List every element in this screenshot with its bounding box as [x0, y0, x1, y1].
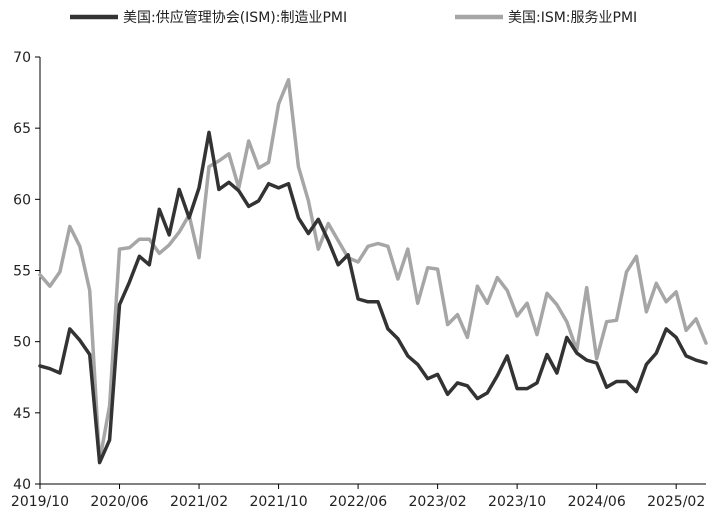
- series-layer: [38, 78, 708, 465]
- x-tick-label: 2022/06: [329, 494, 387, 510]
- x-tick-label: 2021/02: [170, 494, 228, 510]
- legend: 美国:供应管理协会(ISM):制造业PMI 美国:ISM:服务业PMI: [70, 9, 637, 26]
- y-tick-label: 60: [13, 192, 31, 208]
- x-tick-label: 2023/02: [409, 494, 467, 510]
- series-line-services: [38, 78, 708, 463]
- y-tick-label: 40: [13, 477, 31, 493]
- x-tick-label: 2019/10: [11, 494, 69, 510]
- legend-label-manufacturing: 美国:供应管理协会(ISM):制造业PMI: [123, 9, 347, 26]
- legend-label-services: 美国:ISM:服务业PMI: [508, 10, 637, 26]
- x-tick-label: 2021/10: [249, 494, 307, 510]
- y-tick-label: 50: [13, 335, 31, 351]
- y-tick-label: 65: [13, 121, 31, 137]
- series-line-manufacturing: [38, 130, 708, 465]
- y-tick-label: 55: [13, 264, 31, 280]
- axes: 40 45 50 55 60 65 70 2019/10 2020/06 2021/02 2021/…: [11, 50, 706, 510]
- x-tick-label: 2025/02: [647, 494, 705, 510]
- y-tick-label: 45: [13, 406, 31, 422]
- y-tick-label: 70: [13, 50, 31, 66]
- x-tick-label: 2020/06: [90, 494, 148, 510]
- x-tick-label: 2023/10: [488, 494, 546, 510]
- x-tick-label: 2024/06: [568, 494, 626, 510]
